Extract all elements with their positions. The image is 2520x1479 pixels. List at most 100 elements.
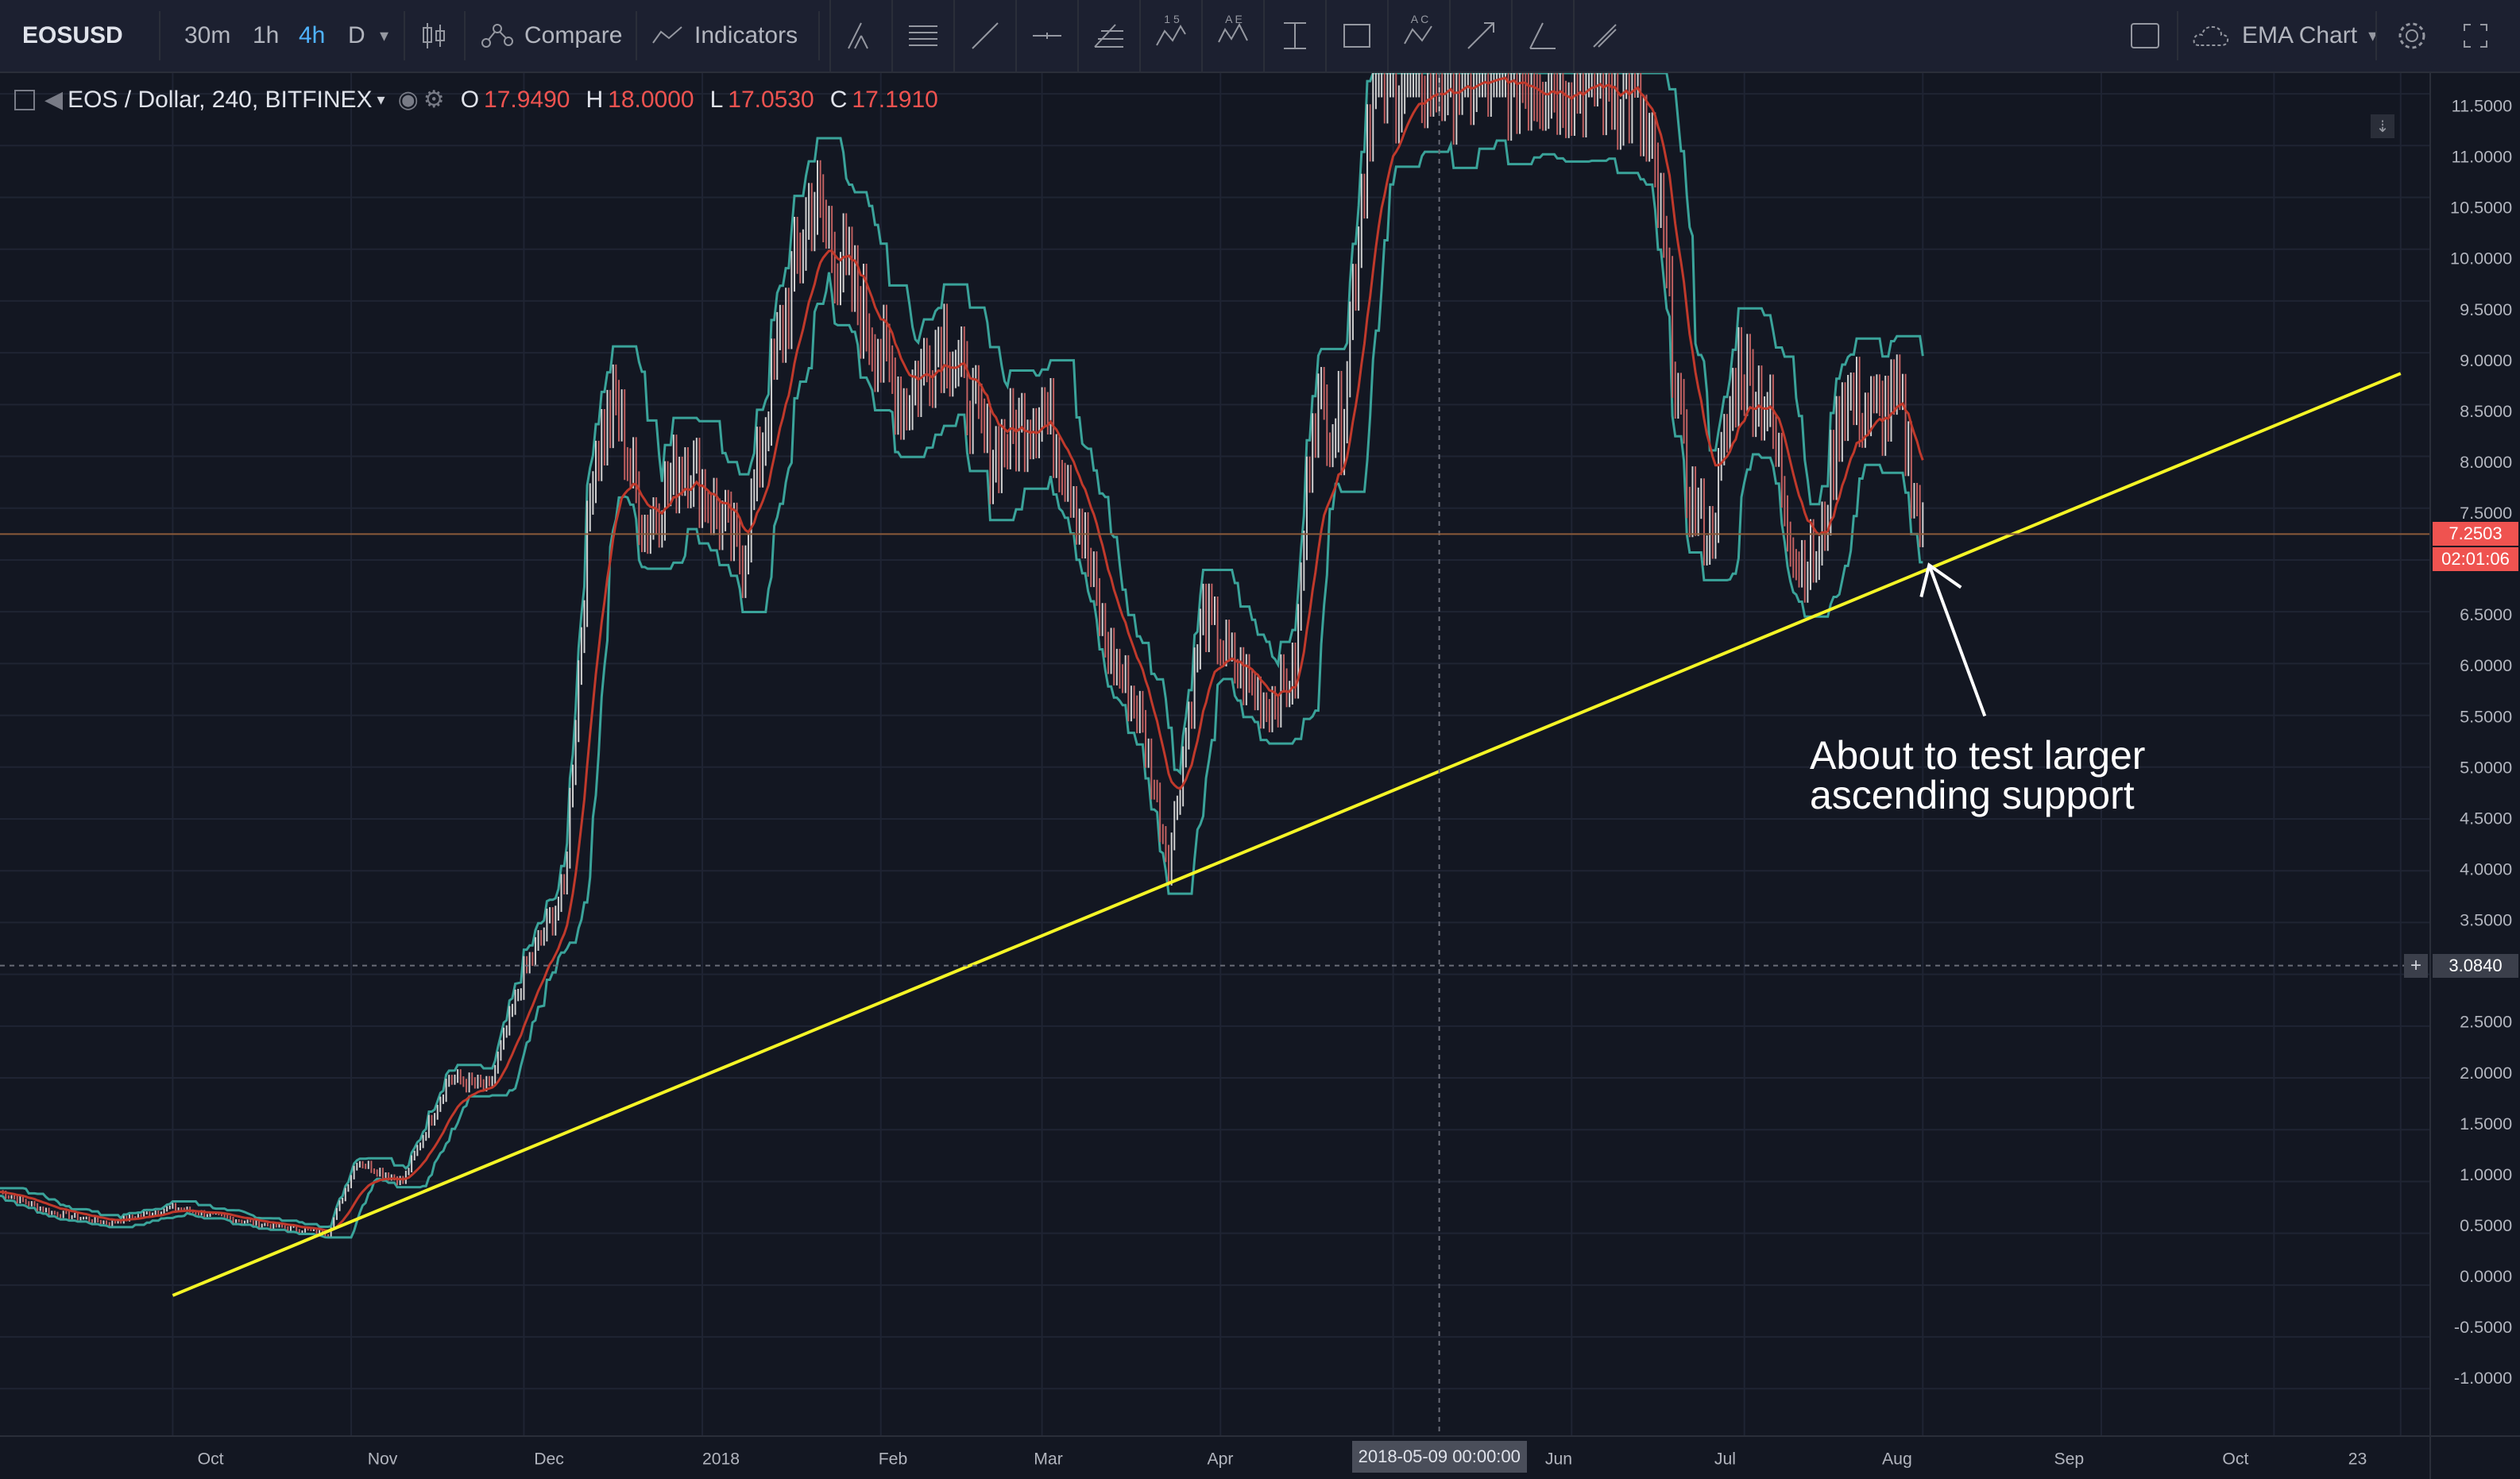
arrow-shaft	[1927, 564, 1987, 717]
open-key: O	[460, 86, 480, 113]
axis-corner	[2429, 1435, 2520, 1479]
price-tick-label: 8.5000	[2460, 401, 2512, 421]
abcd-pattern-icon[interactable]: A C	[1387, 0, 1449, 71]
price-tick-label: 6.0000	[2460, 655, 2512, 675]
crosshair	[0, 73, 2429, 1435]
horizontal-lines-icon[interactable]	[891, 0, 953, 71]
annotation-line-1: About to test larger	[1810, 733, 2146, 778]
trendline[interactable]	[172, 372, 2402, 1297]
price-tick-label: 2.0000	[2460, 1063, 2512, 1083]
cloud-icon	[2193, 25, 2229, 46]
price-tick-label: 1.5000	[2460, 1114, 2512, 1133]
gear-icon[interactable]: ⚙	[423, 87, 445, 113]
pitchfork-icon[interactable]	[829, 0, 891, 71]
flag-icon[interactable]: ◀	[44, 87, 64, 113]
price-tick-label: 0.0000	[2460, 1266, 2512, 1286]
price-tick-label: 10.5000	[2450, 198, 2512, 218]
plus-icon[interactable]: +	[2404, 953, 2428, 978]
trend-line-icon[interactable]	[953, 0, 1015, 71]
high-key: H	[586, 86, 604, 113]
interval-30m[interactable]: 30m	[184, 22, 231, 48]
price-tick-label: 6.5000	[2460, 604, 2512, 624]
close-key: C	[829, 86, 848, 113]
annotation-line-2: ascending support	[1810, 773, 2135, 817]
measure-icon[interactable]	[1573, 0, 1635, 71]
time-tick-label: Oct	[198, 1450, 224, 1469]
tool-label: A E	[1225, 13, 1243, 25]
time-tick-label: Mar	[1034, 1450, 1063, 1469]
interval-d[interactable]: D	[348, 22, 365, 48]
price-tick-label: 11.0000	[2452, 147, 2513, 167]
price-axis[interactable]: 11.5000 11.0000 10.5000 10.0000 9.5000 9.0000…	[2429, 73, 2520, 1435]
price-tick-label: 11.5000	[2452, 96, 2513, 116]
toolbar-divider	[404, 11, 405, 60]
layout-icon[interactable]	[2129, 0, 2161, 71]
price-tick-label: 4.5000	[2460, 808, 2512, 828]
open-value: 17.9490	[484, 86, 570, 113]
last-price-tag: 7.2503	[2433, 522, 2518, 546]
time-tick-label: Jun	[1545, 1450, 1572, 1469]
interval-1h[interactable]: 1h	[253, 22, 280, 48]
tool-label: A C	[1410, 13, 1429, 25]
arrow-icon[interactable]	[1449, 0, 1511, 71]
annotation-arrow[interactable]	[1919, 562, 1987, 717]
fullscreen-icon[interactable]	[2461, 0, 2490, 71]
ascending-support-line[interactable]	[172, 372, 2402, 1297]
price-tick-label: 10.0000	[2450, 249, 2512, 268]
chart-grid	[0, 73, 2429, 1435]
ema-line	[0, 76, 1924, 1233]
time-tick-label: 23	[2348, 1450, 2367, 1469]
price-tick-label: -0.5000	[2454, 1317, 2512, 1337]
legend-title[interactable]: EOS / Dollar, 240, BITFINEX	[68, 86, 373, 113]
time-axis[interactable]: OctNovDec2018FebMarAprMayJunJulAugSepOct…	[0, 1435, 2429, 1479]
toolbar-divider	[2375, 11, 2377, 60]
toolbar-divider	[159, 11, 160, 60]
price-tick-label: 1.0000	[2460, 1164, 2512, 1184]
arrow-head	[1919, 562, 1962, 597]
interval-4h[interactable]: 4h	[299, 22, 326, 48]
horizontal-ray-icon[interactable]	[1015, 0, 1077, 71]
low-key: L	[709, 86, 724, 113]
time-tick-label: Jul	[1714, 1450, 1736, 1469]
annotation-text[interactable]: About to test larger ascending support	[1810, 736, 2145, 815]
price-tick-label: 5.5000	[2460, 706, 2512, 726]
time-tick-label: Oct	[2222, 1450, 2248, 1469]
compare-icon	[481, 24, 513, 48]
compare-button[interactable]: Compare	[480, 0, 622, 71]
chevron-down-icon[interactable]: ▾	[377, 91, 385, 109]
tool-label: 1 5	[1164, 13, 1180, 25]
price-tick-label: 4.0000	[2460, 859, 2512, 879]
toolbar-divider	[636, 11, 637, 60]
high-value: 18.0000	[608, 86, 694, 113]
chart-template-button[interactable]: EMA Chart ▾	[2191, 0, 2377, 71]
fib-icon[interactable]	[1077, 0, 1139, 71]
price-range-icon[interactable]	[1263, 0, 1325, 71]
price-tick-label: 7.5000	[2460, 503, 2512, 523]
crosshair-price-tag: 3.0840	[2433, 953, 2518, 978]
indicators-icon	[652, 26, 682, 44]
angle-icon[interactable]	[1511, 0, 1573, 71]
xabcd-pattern-icon[interactable]: 1 5	[1139, 0, 1201, 71]
candles-icon[interactable]	[421, 0, 446, 71]
toolbar-divider	[464, 11, 466, 60]
toolbar-divider	[2177, 11, 2178, 60]
indicators-button[interactable]: Indicators	[651, 0, 798, 71]
price-tick-label: 2.5000	[2460, 1012, 2512, 1032]
time-tick-label: Feb	[879, 1450, 908, 1469]
time-tick-label: Dec	[534, 1450, 564, 1469]
price-tick-label: 5.0000	[2460, 757, 2512, 777]
chevron-down-icon[interactable]: ▾	[380, 25, 389, 45]
expand-icon[interactable]	[14, 89, 35, 110]
price-tick-label: 9.0000	[2460, 350, 2512, 370]
eye-icon[interactable]: ◉	[397, 87, 419, 113]
time-tick-label: Sep	[2054, 1450, 2085, 1469]
price-tick-label: 0.5000	[2460, 1215, 2512, 1235]
rectangle-icon[interactable]	[1325, 0, 1387, 71]
settings-gear-icon[interactable]	[2396, 0, 2428, 71]
elliott-wave-icon[interactable]: A E	[1201, 0, 1263, 71]
scroll-to-end-icon[interactable]: ⇣	[2371, 114, 2394, 138]
price-tick-label: -1.0000	[2454, 1368, 2512, 1388]
price-tick-label: 8.0000	[2460, 452, 2512, 472]
symbol-input[interactable]: EOSUSD	[22, 22, 123, 48]
price-chart[interactable]	[0, 73, 2429, 1435]
